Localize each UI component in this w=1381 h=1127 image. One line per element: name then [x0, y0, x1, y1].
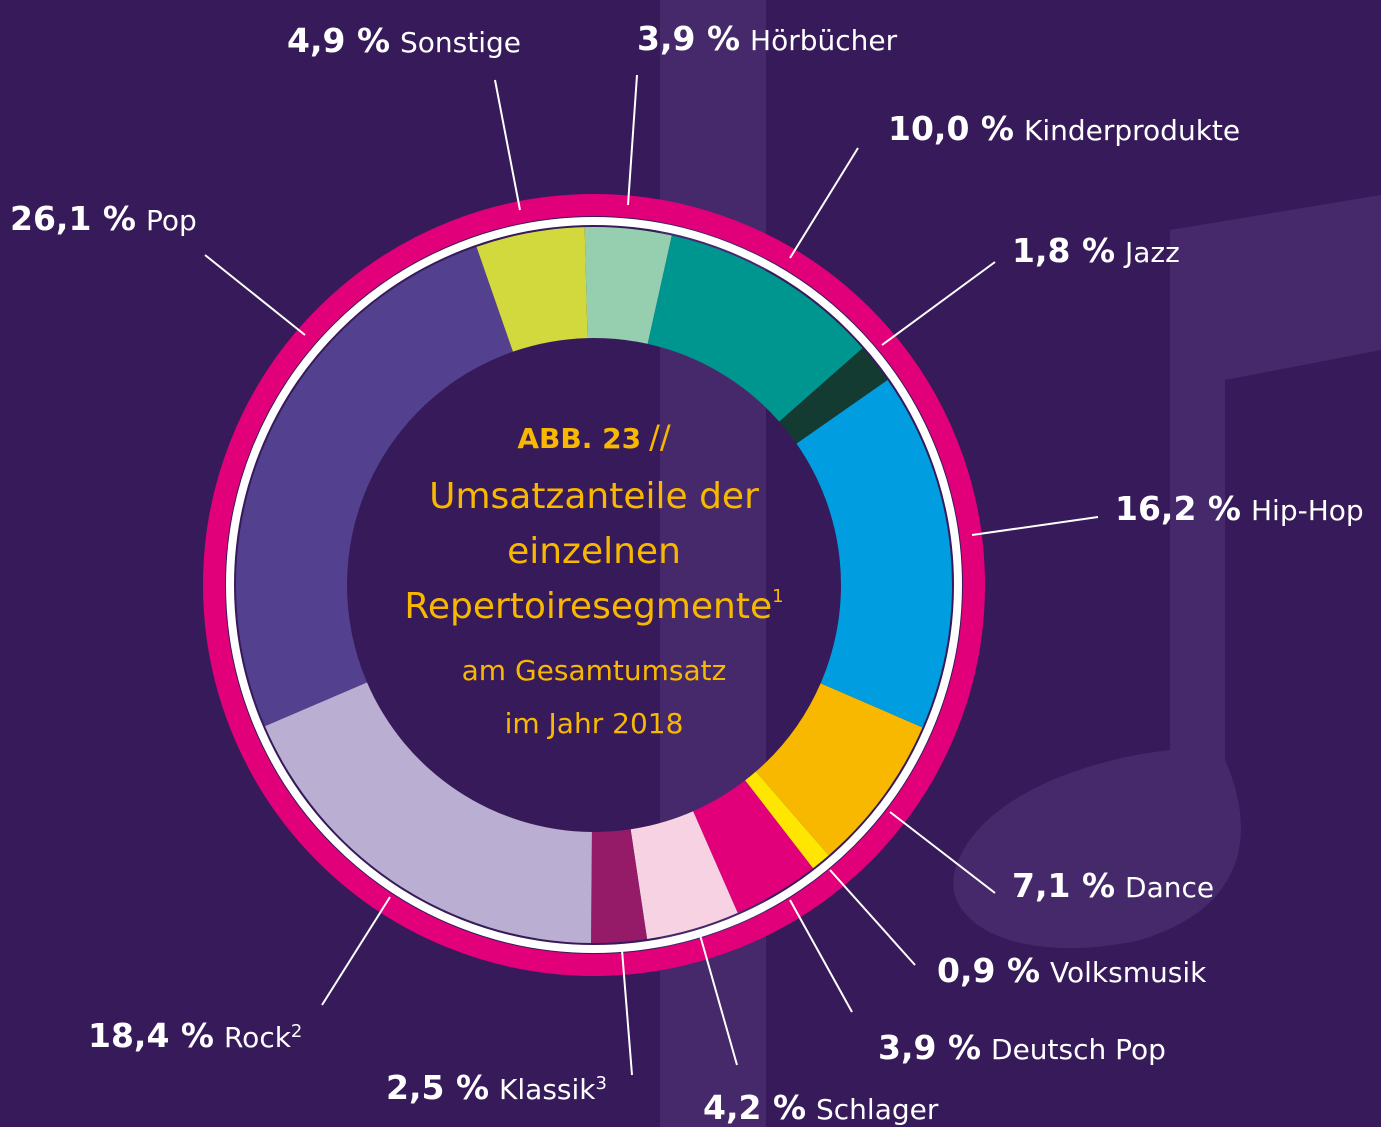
category-label: Klassik — [499, 1073, 596, 1106]
value-label: 3,9 % — [637, 19, 740, 58]
chart-subtitle: im Jahr 2018 — [505, 707, 684, 740]
slice-label: 4,2 % Schlager — [703, 1088, 939, 1127]
chart: 3,9 % Hörbücher 10,0 % Kinderprodukte 1,8 %J… — [0, 0, 1381, 1127]
chart-title: Repertoiresegmente1 — [404, 586, 783, 627]
category-label: Hörbücher — [750, 24, 898, 57]
footnote-mark: 1 — [772, 586, 783, 607]
value-label: 26,1 % — [10, 199, 136, 238]
category-label: Kinderprodukte — [1024, 114, 1240, 147]
chart-title: Umsatzanteile der — [429, 476, 759, 517]
slice-label: 18,4 % Rock2 — [88, 1016, 302, 1055]
slice-label: 7,1 % Dance — [1012, 866, 1214, 905]
value-label: 4,9 % — [287, 21, 390, 60]
slice-label: 10,0 % Kinderprodukte — [888, 109, 1240, 148]
title-line: Umsatzanteile der — [429, 476, 759, 517]
figure-number: ABB. 23 — [517, 422, 641, 455]
value-label: 0,9 % — [937, 951, 1040, 990]
value-label: 1,8 % — [1012, 231, 1115, 270]
value-label: 18,4 % — [88, 1016, 214, 1055]
value-label: 3,9 % — [878, 1028, 981, 1067]
category-label: Deutsch Pop — [991, 1033, 1166, 1066]
title-line: einzelnen — [507, 531, 681, 572]
slice-label: 16,2 % Hip-Hop — [1115, 489, 1364, 528]
slice-label: 4,9 % Sonstige — [287, 21, 521, 60]
footnote-mark: 3 — [595, 1073, 606, 1094]
slice-label: 3,9 % Hörbücher — [637, 19, 898, 58]
category-label: Hip-Hop — [1251, 494, 1364, 527]
category-label: Schlager — [816, 1093, 939, 1126]
category-label: Jazz — [1123, 236, 1180, 269]
value-label: 4,2 % — [703, 1088, 806, 1127]
chart-title: einzelnen — [507, 531, 681, 572]
value-label: 2,5 % — [386, 1068, 489, 1107]
value-label: 10,0 % — [888, 109, 1014, 148]
slice-label: 0,9 % Volksmusik — [937, 951, 1207, 990]
figure-separator: // — [649, 418, 671, 456]
category-label: Sonstige — [400, 26, 521, 59]
title-line: Repertoiresegmente — [404, 586, 772, 627]
slice-label: 26,1 % Pop — [10, 199, 197, 238]
category-label: Pop — [146, 204, 197, 237]
category-label: Volksmusik — [1050, 956, 1207, 989]
value-label: 16,2 % — [1115, 489, 1241, 528]
chart-subtitle: am Gesamtumsatz — [462, 654, 727, 687]
footnote-mark: 2 — [291, 1021, 302, 1042]
slice-label: 3,9 % Deutsch Pop — [878, 1028, 1166, 1067]
category-label: Rock — [224, 1021, 292, 1054]
slice-label: 1,8 %Jazz — [1012, 231, 1180, 270]
value-label: 7,1 % — [1012, 866, 1115, 905]
category-label: Dance — [1125, 871, 1214, 904]
